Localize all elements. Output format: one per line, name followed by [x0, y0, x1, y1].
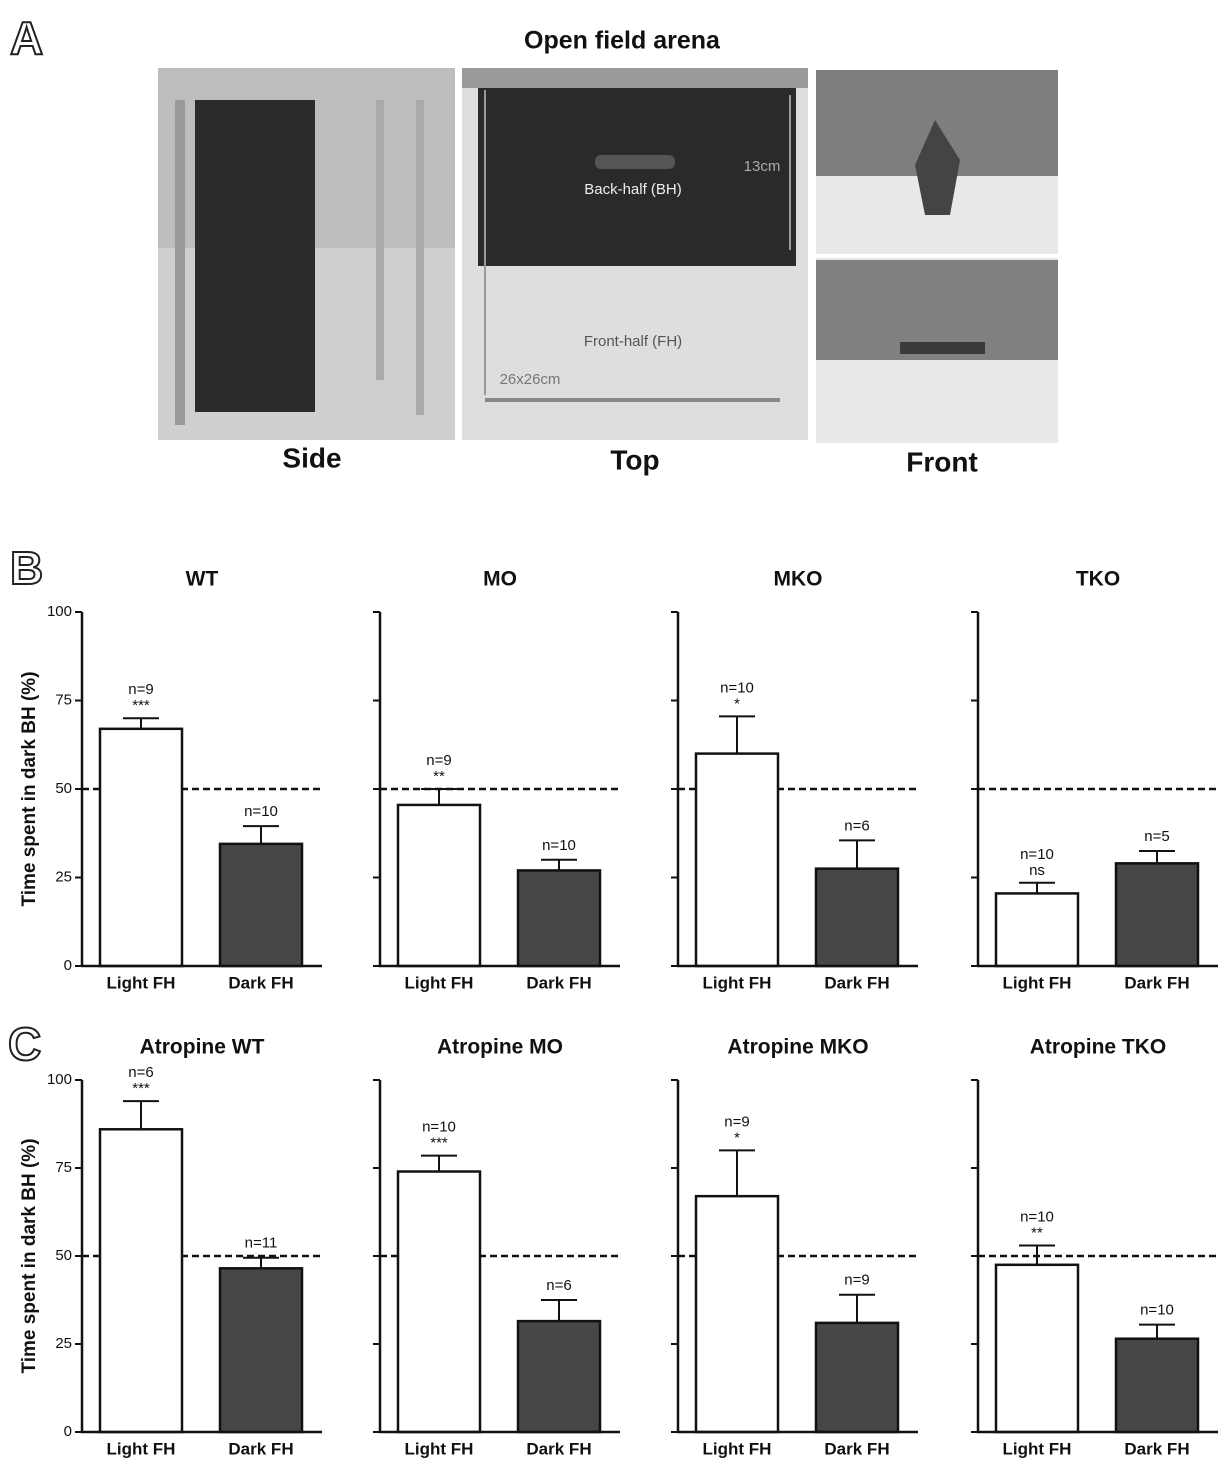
y-tick-label: 0 [64, 957, 72, 974]
photo-top: Back-half (BH) 13cm Front-half (FH) 26x2… [462, 68, 808, 440]
n-label: n=5 [1144, 828, 1169, 845]
bar [98, 1128, 184, 1434]
panel-label: B [10, 542, 43, 594]
x-tick-label: Dark FH [526, 1439, 591, 1458]
panel-label: C [8, 1018, 41, 1070]
x-tick-label: Light FH [107, 973, 176, 992]
x-tick-label: Light FH [405, 1439, 474, 1458]
bar [814, 867, 900, 968]
bar [218, 842, 304, 968]
significance-label: *** [132, 1080, 150, 1097]
significance-label: * [734, 695, 740, 712]
bar [994, 892, 1080, 968]
chart-title: Atropine WT [140, 1036, 265, 1059]
y-tick-label: 25 [55, 868, 72, 885]
n-label: n=10 [720, 679, 754, 696]
chart-title: Atropine MO [437, 1036, 563, 1059]
n-label: n=9 [128, 681, 153, 698]
chart-title: Atropine TKO [1030, 1036, 1167, 1059]
n-label: n=9 [844, 1272, 869, 1289]
significance-label: ns [1029, 862, 1045, 879]
bar [396, 803, 482, 968]
y-tick-label: 25 [55, 1335, 72, 1352]
n-label: n=9 [426, 752, 451, 769]
n-label: n=10 [1020, 1208, 1054, 1225]
x-tick-label: Dark FH [228, 1439, 293, 1458]
photo-side [158, 68, 455, 440]
bar [694, 752, 780, 968]
bar [516, 1319, 602, 1434]
photo-caption: Front [906, 446, 978, 477]
y-tick-label: 50 [55, 1247, 72, 1264]
n-label: n=10 [422, 1119, 456, 1136]
significance-label: * [734, 1129, 740, 1146]
chart-title: WT [186, 568, 219, 591]
panel-a-title: Open field arena [524, 27, 721, 55]
panel-label: A [10, 12, 43, 64]
x-tick-label: Dark FH [1124, 973, 1189, 992]
x-tick-label: Light FH [703, 1439, 772, 1458]
bar [814, 1321, 900, 1434]
x-tick-label: Dark FH [824, 973, 889, 992]
bar [994, 1263, 1080, 1434]
y-tick-label: 0 [64, 1423, 72, 1440]
n-label: n=6 [128, 1064, 153, 1081]
n-label: n=11 [245, 1235, 278, 1252]
chart-title: Atropine MKO [727, 1036, 868, 1059]
x-tick-label: Light FH [1003, 973, 1072, 992]
bar [1114, 1337, 1200, 1434]
significance-label: ** [1031, 1224, 1043, 1241]
significance-label: *** [430, 1135, 448, 1152]
photo-caption: Side [282, 442, 341, 473]
bar [218, 1267, 304, 1434]
x-tick-label: Dark FH [1124, 1439, 1189, 1458]
photo-annotation: 26x26cm [500, 371, 561, 388]
bar [1114, 862, 1200, 968]
x-tick-label: Light FH [1003, 1439, 1072, 1458]
n-label: n=10 [542, 837, 576, 854]
significance-label: *** [132, 697, 150, 714]
y-tick-label: 75 [55, 691, 72, 708]
x-tick-label: Light FH [107, 1439, 176, 1458]
significance-label: ** [433, 768, 445, 785]
x-tick-label: Dark FH [824, 1439, 889, 1458]
y-tick-label: 75 [55, 1159, 72, 1176]
y-tick-label: 50 [55, 780, 72, 797]
x-tick-label: Dark FH [526, 973, 591, 992]
x-tick-label: Light FH [703, 973, 772, 992]
y-tick-label: 100 [47, 1071, 72, 1088]
bar [98, 727, 184, 968]
chart-title: MKO [774, 568, 823, 591]
chart-title: TKO [1076, 568, 1120, 591]
bar [694, 1194, 780, 1434]
photo-caption: Top [610, 444, 659, 475]
n-label: n=10 [1140, 1302, 1174, 1319]
photo-annotation: Back-half (BH) [584, 181, 682, 198]
y-axis-label: Time spent in dark BH (%) [19, 1138, 40, 1373]
x-tick-label: Dark FH [228, 973, 293, 992]
photo-annotation: 13cm [744, 158, 781, 175]
n-label: n=10 [1020, 846, 1054, 863]
y-axis-label: Time spent in dark BH (%) [19, 671, 40, 906]
y-tick-label: 100 [47, 603, 72, 620]
n-label: n=6 [546, 1277, 571, 1294]
bar [396, 1170, 482, 1434]
x-tick-label: Light FH [405, 973, 474, 992]
n-label: n=9 [724, 1113, 749, 1130]
chart-title: MO [483, 568, 517, 591]
n-label: n=6 [844, 817, 869, 834]
photo-annotation: Front-half (FH) [584, 333, 682, 350]
photo-front [816, 70, 1058, 443]
n-label: n=10 [244, 803, 278, 820]
bar [516, 869, 602, 968]
